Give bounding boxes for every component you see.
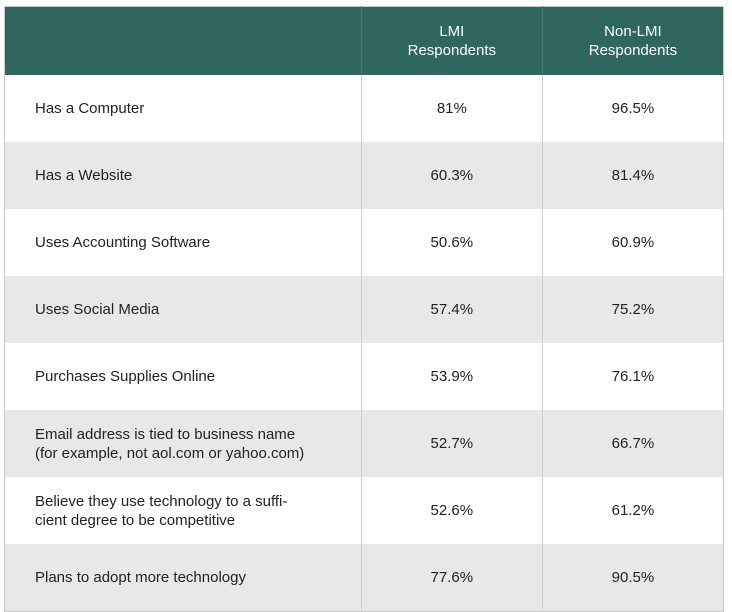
row-label-line: Believe they use technology to a suffi- <box>35 492 288 510</box>
non-lmi-value: 75.2% <box>541 276 724 343</box>
header-lmi-line2: Respondents <box>407 42 497 59</box>
row-label: Plans to adopt more technology <box>4 544 362 612</box>
row-label: Uses Accounting Software <box>4 209 362 276</box>
lmi-value: 60.3% <box>360 142 543 209</box>
table-row: Has a Website 60.3% 81.4% <box>4 142 724 209</box>
row-label-line: Email address is tied to business name <box>35 425 296 443</box>
technology-comparison-table: LMI Respondents Non-LMI Respondents Has a … <box>4 6 724 612</box>
row-label-line: Purchases Supplies Online <box>35 368 216 385</box>
header-empty <box>4 6 362 75</box>
row-label: Uses Social Media <box>4 276 362 343</box>
non-lmi-value: 96.5% <box>541 75 724 142</box>
row-label: Email address is tied to business name (f… <box>4 410 362 477</box>
row-label: Has a Website <box>4 142 362 209</box>
non-lmi-value: 61.2% <box>541 477 724 544</box>
lmi-value: 52.7% <box>360 410 543 477</box>
header-row: LMI Respondents Non-LMI Respondents <box>4 6 724 75</box>
lmi-value: 52.6% <box>360 477 543 544</box>
lmi-value: 53.9% <box>360 343 543 410</box>
table-row: Has a Computer 81% 96.5% <box>4 75 724 142</box>
row-label-line: (for example, not aol.com or yahoo.com) <box>35 444 305 462</box>
header-lmi: LMI Respondents <box>360 6 543 75</box>
row-label-line: Has a Computer <box>35 100 145 117</box>
row-label-line: Has a Website <box>35 167 133 184</box>
row-label: Has a Computer <box>4 75 362 142</box>
table-row: Believe they use technology to a suffi-c… <box>4 477 724 544</box>
non-lmi-value: 66.7% <box>541 410 724 477</box>
table-row: Uses Social Media 57.4% 75.2% <box>4 276 724 343</box>
lmi-value: 81% <box>360 75 543 142</box>
non-lmi-value: 81.4% <box>541 142 724 209</box>
non-lmi-value: 60.9% <box>541 209 724 276</box>
header-non-lmi-line2: Respondents <box>588 42 678 59</box>
row-label-line: Plans to adopt more technology <box>35 569 246 586</box>
table-row: Uses Accounting Software 50.6% 60.9% <box>4 209 724 276</box>
header-non-lmi: Non-LMI Respondents <box>541 6 724 75</box>
lmi-value: 50.6% <box>360 209 543 276</box>
non-lmi-value: 76.1% <box>541 343 724 410</box>
table-row: Purchases Supplies Online 53.9% 76.1% <box>4 343 724 410</box>
header-non-lmi-line1: Non-LMI <box>604 23 662 40</box>
table-row: Email address is tied to business name (f… <box>4 410 724 477</box>
row-label-line: cient degree to be competitive <box>35 511 236 529</box>
table-row: Plans to adopt more technology 77.6% 90.5% <box>4 544 724 612</box>
lmi-value: 57.4% <box>360 276 543 343</box>
row-label: Believe they use technology to a suffi-c… <box>4 477 362 544</box>
row-label-line: Uses Social Media <box>35 301 160 318</box>
row-label: Purchases Supplies Online <box>4 343 362 410</box>
non-lmi-value: 90.5% <box>541 544 724 612</box>
header-lmi-line1: LMI <box>439 23 465 40</box>
row-label-line: Uses Accounting Software <box>35 234 211 251</box>
lmi-value: 77.6% <box>360 544 543 612</box>
